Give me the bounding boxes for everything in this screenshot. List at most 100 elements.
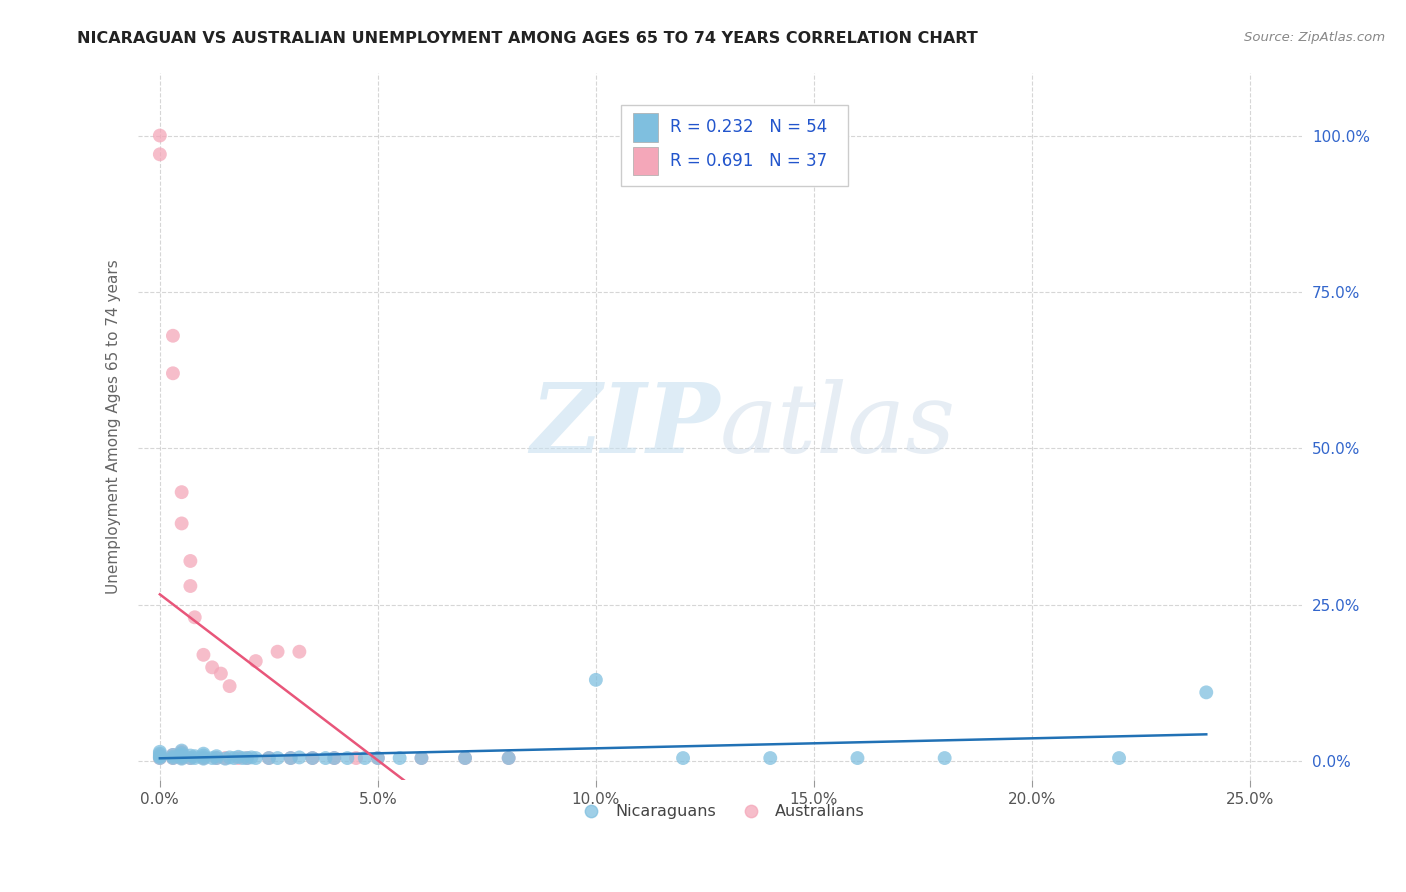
Point — [149, 749, 172, 764]
Point — [344, 751, 367, 765]
Point — [367, 751, 389, 765]
Point — [336, 751, 359, 765]
Text: R = 0.232   N = 54: R = 0.232 N = 54 — [671, 119, 827, 136]
Point — [245, 751, 267, 765]
Point — [149, 745, 172, 759]
Point — [411, 751, 433, 765]
Text: R = 0.691   N = 37: R = 0.691 N = 37 — [671, 153, 827, 170]
Point — [205, 751, 228, 765]
Point — [170, 752, 193, 766]
Point — [280, 751, 302, 765]
Point — [193, 747, 215, 761]
Point — [934, 751, 956, 765]
Point — [367, 751, 389, 765]
Point — [184, 751, 207, 765]
Point — [214, 751, 236, 765]
Point — [222, 751, 245, 765]
Point — [170, 746, 193, 760]
Point — [179, 579, 201, 593]
Point — [301, 751, 323, 765]
Text: atlas: atlas — [720, 379, 956, 474]
Point — [218, 679, 240, 693]
Point — [209, 666, 232, 681]
Point — [288, 750, 311, 764]
Point — [205, 749, 228, 764]
Point — [170, 485, 193, 500]
Point — [323, 751, 346, 765]
Point — [236, 751, 259, 765]
Point — [201, 751, 224, 765]
Point — [184, 749, 207, 764]
Point — [149, 751, 172, 765]
Point — [149, 749, 172, 764]
Point — [218, 750, 240, 764]
Point — [170, 516, 193, 531]
Point — [162, 366, 184, 380]
Point — [162, 749, 184, 764]
Point — [228, 749, 250, 764]
Point — [149, 751, 172, 765]
Point — [179, 751, 201, 765]
Point — [205, 751, 228, 765]
Point — [179, 751, 201, 765]
Point — [236, 751, 259, 765]
Y-axis label: Unemployment Among Ages 65 to 74 years: Unemployment Among Ages 65 to 74 years — [107, 259, 121, 594]
Point — [149, 147, 172, 161]
Point — [454, 751, 477, 765]
Text: Source: ZipAtlas.com: Source: ZipAtlas.com — [1244, 31, 1385, 45]
Point — [170, 745, 193, 759]
Point — [240, 750, 263, 764]
Bar — [633, 147, 658, 176]
Bar — [633, 113, 658, 142]
Point — [170, 749, 193, 764]
Point — [388, 751, 411, 765]
Point — [245, 654, 267, 668]
Point — [193, 750, 215, 764]
Point — [759, 751, 782, 765]
Point — [257, 751, 280, 765]
Point — [170, 743, 193, 757]
Point — [170, 750, 193, 764]
Point — [162, 751, 184, 765]
Point — [280, 751, 302, 765]
Point — [193, 748, 215, 763]
FancyBboxPatch shape — [621, 104, 848, 186]
Text: ZIP: ZIP — [530, 379, 720, 474]
Point — [214, 752, 236, 766]
Point — [162, 751, 184, 765]
Point — [179, 554, 201, 568]
Point — [257, 751, 280, 765]
Point — [149, 128, 172, 143]
Point — [266, 751, 288, 765]
Point — [149, 747, 172, 761]
Point — [301, 751, 323, 765]
Point — [672, 751, 695, 765]
Point — [315, 751, 337, 765]
Point — [454, 751, 477, 765]
Point — [323, 751, 346, 765]
Point — [585, 673, 607, 687]
Point — [201, 660, 224, 674]
Point — [1108, 751, 1130, 765]
Point — [498, 751, 520, 765]
Point — [193, 648, 215, 662]
Point — [498, 751, 520, 765]
Point — [162, 747, 184, 762]
Point — [266, 645, 288, 659]
Point — [411, 751, 433, 765]
Legend: Nicaraguans, Australians: Nicaraguans, Australians — [569, 797, 872, 825]
Point — [1195, 685, 1218, 699]
Point — [170, 751, 193, 765]
Point — [149, 747, 172, 762]
Point — [232, 751, 254, 765]
Point — [228, 751, 250, 765]
Point — [353, 751, 375, 765]
Point — [193, 752, 215, 766]
Point — [162, 328, 184, 343]
Point — [162, 747, 184, 762]
Point — [179, 748, 201, 763]
Point — [170, 747, 193, 762]
Point — [184, 610, 207, 624]
Text: NICARAGUAN VS AUSTRALIAN UNEMPLOYMENT AMONG AGES 65 TO 74 YEARS CORRELATION CHAR: NICARAGUAN VS AUSTRALIAN UNEMPLOYMENT AM… — [77, 31, 979, 46]
Point — [193, 751, 215, 765]
